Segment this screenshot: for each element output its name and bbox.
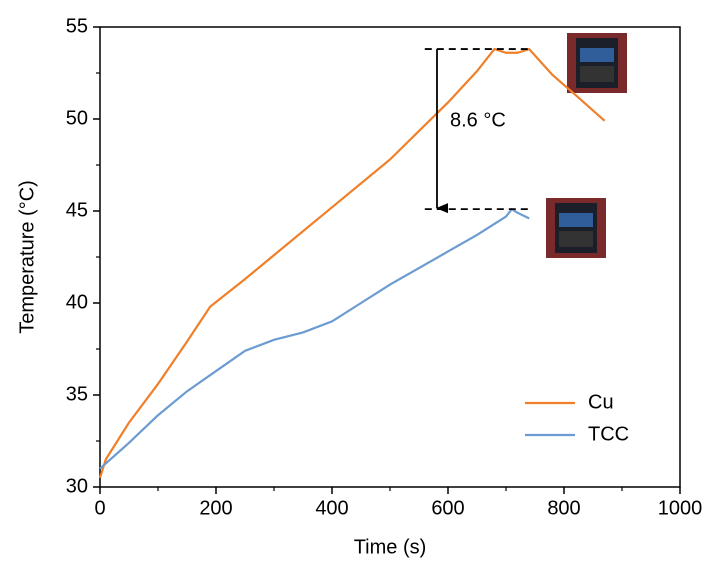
- x-tick-label: 1000: [658, 497, 703, 519]
- x-tick-label: 800: [547, 497, 580, 519]
- x-tick-label: 600: [431, 497, 464, 519]
- annotation: 8.6 °C: [450, 109, 506, 131]
- y-tick-label: 35: [66, 383, 88, 405]
- legend-label: TCC: [588, 423, 629, 445]
- x-tick-label: 400: [315, 497, 348, 519]
- x-tick-label: 200: [199, 497, 232, 519]
- y-axis-title: Temperature (°C): [16, 180, 38, 334]
- series-line: [98, 47, 606, 479]
- photo-tcc: [546, 198, 606, 258]
- series-line: [99, 207, 530, 470]
- y-tick-label: 30: [66, 475, 88, 497]
- y-tick-label: 45: [66, 199, 88, 221]
- y-tick-label: 55: [66, 15, 88, 37]
- y-tick-label: 40: [66, 291, 88, 313]
- x-tick-label: 0: [94, 497, 105, 519]
- photo-cu: [567, 33, 627, 93]
- legend-label: Cu: [588, 391, 614, 413]
- x-axis-title: Time (s): [354, 536, 427, 558]
- y-tick-label: 50: [66, 107, 88, 129]
